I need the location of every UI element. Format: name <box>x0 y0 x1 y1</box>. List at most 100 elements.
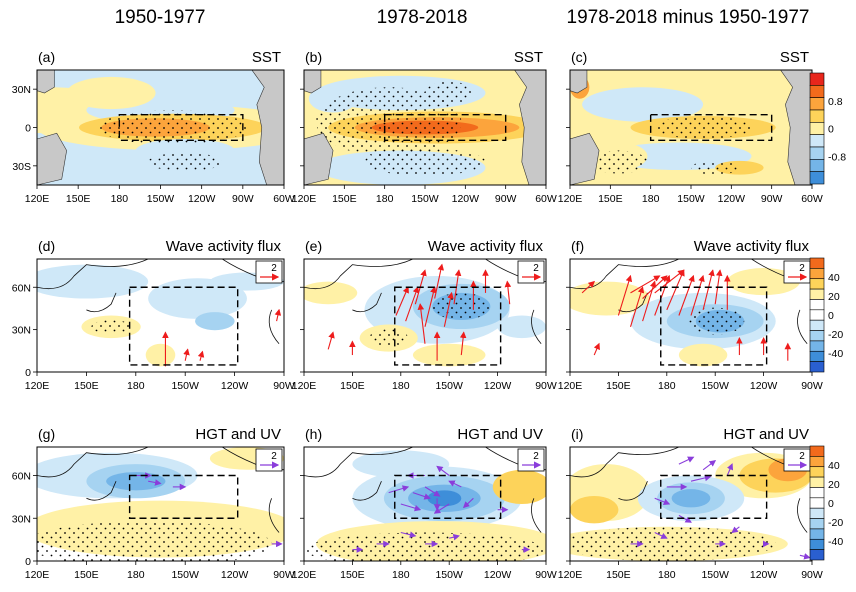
colorbar-segment <box>809 97 825 111</box>
vector-arrow <box>148 479 162 486</box>
vector-arrow <box>702 269 715 310</box>
colorbar-tick-label: 0 <box>828 498 834 510</box>
reference-vector-box <box>783 260 811 284</box>
x-tick-label: 120E <box>25 193 50 205</box>
vector-arrow <box>678 456 695 465</box>
panel-b: (b) SST 120E 150E 180 150W 120W 90W 60W <box>292 49 557 205</box>
colorbar-tick-label: -0.8 <box>828 151 846 163</box>
coastline-asia <box>570 447 680 478</box>
vector-arrow <box>654 532 668 539</box>
panel-label: (b) <box>305 49 322 65</box>
vector-arrow <box>405 286 419 322</box>
vector-arrow <box>388 485 410 494</box>
colorbar-tick-label: -20 <box>828 517 843 529</box>
vector-arrow <box>799 553 811 560</box>
panel-field <box>304 259 546 372</box>
vector-arrow <box>504 280 512 305</box>
x-tick-label: 150E <box>606 569 631 581</box>
x-tick-label: 180 <box>127 380 145 392</box>
x-tick-label: 120E <box>25 569 50 581</box>
panel-label: (d) <box>38 238 55 254</box>
panel-field <box>37 259 284 372</box>
coastline-asia <box>304 259 414 290</box>
vector-arrow <box>666 269 685 311</box>
vector-arrow <box>630 275 661 294</box>
contour-region <box>570 281 650 316</box>
x-tick-label: 120W <box>750 380 778 392</box>
x-tick-label: 180 <box>642 193 660 205</box>
colorbar-segment <box>809 445 825 457</box>
x-tick-label: 180 <box>392 569 410 581</box>
vector-arrow <box>654 497 671 506</box>
region-box <box>394 286 502 366</box>
x-tick-label: 120W <box>188 193 216 205</box>
y-tick-label: 0 <box>25 123 31 135</box>
colorbar-segment <box>809 309 825 321</box>
contour-region <box>145 343 176 367</box>
x-tick-label: 150E <box>66 193 91 205</box>
panel-g: 2 (g) HGT and UV 120E 150E 180 150W 120W 90W 60N 3… <box>12 426 295 581</box>
x-tick-label: 120W <box>750 569 778 581</box>
significance-stipple <box>432 292 491 321</box>
colorbar-segment <box>809 350 825 362</box>
colorbar-tick-label: -20 <box>828 329 843 341</box>
significance-stipple <box>589 150 648 174</box>
region-box <box>660 286 768 366</box>
panel-e: 2 (e) Wave activity flux 120E 150E 180 150W 120… <box>292 238 557 392</box>
vector-arrow <box>433 503 450 514</box>
panel-title: Wave activity flux <box>166 238 282 255</box>
panel-field <box>570 70 812 185</box>
x-tick-label: 150E <box>74 380 99 392</box>
vector-arrow <box>462 497 474 509</box>
contour-region <box>304 281 358 305</box>
panel-label: (f) <box>571 238 584 254</box>
colorbar-segment <box>809 466 825 478</box>
x-tick-label: 120E <box>292 380 317 392</box>
panel-label: (g) <box>38 426 55 442</box>
region-box <box>660 474 768 519</box>
land-mask <box>37 132 67 185</box>
x-tick-label: 120W <box>221 569 249 581</box>
x-tick-label: 120E <box>558 569 583 581</box>
colorbar-segment <box>809 159 825 172</box>
panel-c: (c) SST 120E 150E 180 150W 120W 90W 60W <box>558 49 823 205</box>
significance-stipple <box>37 521 272 561</box>
coastline-america <box>797 498 808 533</box>
contour-region <box>497 315 546 339</box>
panel-title: HGT and UV <box>457 426 543 443</box>
x-tick-label: 150E <box>340 380 365 392</box>
colorbar-tick-label: 20 <box>828 291 840 303</box>
contour-region <box>427 490 462 507</box>
reference-vector-value: 2 <box>799 263 805 274</box>
contour-region <box>582 87 704 122</box>
x-tick-label: 150W <box>171 380 199 392</box>
x-tick-label: 90W <box>801 569 823 581</box>
colorbar-segment <box>809 268 825 280</box>
coastline-asia <box>37 259 149 290</box>
x-tick-label: 150E <box>340 569 365 581</box>
panel-label: (c) <box>571 49 587 65</box>
x-tick-label: 90W <box>535 569 557 581</box>
reference-vector-box <box>255 260 283 284</box>
region-box <box>649 114 773 141</box>
x-tick-label: 120W <box>484 569 512 581</box>
panel-title: Wave activity flux <box>694 238 810 255</box>
panel-field <box>304 70 546 185</box>
reference-vector-box <box>517 448 545 472</box>
x-tick-label: 180 <box>127 569 145 581</box>
y-tick-label: 60N <box>12 471 31 483</box>
coastline-japan <box>86 292 117 313</box>
x-tick-label: 120W <box>484 380 512 392</box>
land-mask <box>780 70 812 185</box>
colorbar-segment <box>809 85 825 98</box>
panel-title: SST <box>514 49 543 66</box>
reference-vector-box <box>783 448 811 472</box>
region-box <box>128 474 239 519</box>
panel-label: (a) <box>38 49 55 65</box>
vector-arrow <box>654 269 685 294</box>
colorbar-segment <box>809 538 825 550</box>
coastline-japan <box>352 481 382 501</box>
contour-region <box>412 343 486 367</box>
x-tick-label: 150E <box>598 193 623 205</box>
vector-arrow <box>424 286 437 327</box>
